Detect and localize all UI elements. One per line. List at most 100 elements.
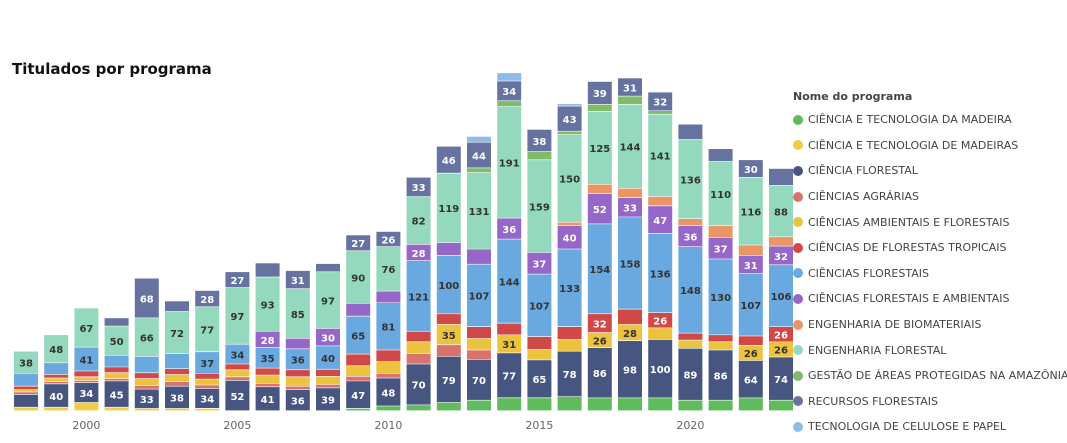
bar-segment-2014-engenharia-florestal[interactable]: [497, 106, 522, 218]
bar-segment-2022-recursos-florestais[interactable]: [738, 160, 763, 177]
bar-segment-2005-ciencias-florestais[interactable]: [225, 344, 250, 364]
bar-segment-1999-ciencia-florestal[interactable]: [44, 384, 69, 407]
bar-segment-2018-ciencia-florestal[interactable]: [618, 341, 642, 398]
bar-segment-2011-ciencias-de-florestas-tropicais[interactable]: [406, 331, 431, 342]
bar-segment-2000-ciencias-florestais[interactable]: [74, 347, 99, 371]
bar-segment-2023-ciencia-e-tecnologia-da-madeira[interactable]: [769, 400, 793, 411]
bar-segment-2006-ciencia-florestal[interactable]: [255, 387, 280, 411]
bar-segment-2011-ciencias-florestais-e-ambientais[interactable]: [406, 244, 431, 261]
bar-segment-2012-recursos-florestais[interactable]: [436, 146, 461, 173]
bar-segment-2011-ciencias-florestais[interactable]: [406, 261, 431, 331]
bar-segment-2001-ciencias-de-florestas-tropicais[interactable]: [104, 367, 129, 373]
legend-item-ciencias-agrarias[interactable]: CIÊNCIAS AGRÁRIAS: [793, 184, 1063, 210]
bar-segment-2015-ciencias-florestais-e-ambientais[interactable]: [527, 252, 552, 274]
bar-segment-2013-ciencia-e-tecnologia-da-madeira[interactable]: [467, 400, 491, 411]
bar-segment-2013-ciencias-florestais-e-ambientais[interactable]: [467, 249, 491, 264]
bar-segment-2016-tecnologia-de-celulose-e-papel[interactable]: [557, 104, 582, 106]
bar-segment-2010-ciencia-e-tecnologia-da-madeira[interactable]: [376, 406, 401, 411]
bar-segment-2020-ciencias-ambientais-e-florestais[interactable]: [678, 340, 703, 348]
bar-segment-2011-recursos-florestais[interactable]: [406, 177, 431, 197]
legend-item-gestao-de-areas-protegidas-na-amazonia[interactable]: GESTÃO DE ÁREAS PROTEGIDAS NA AMAZÔNIA: [793, 363, 1067, 389]
bar-segment-2007-ciencia-florestal[interactable]: [285, 390, 310, 411]
bar-segment-2013-ciencias-florestais[interactable]: [467, 264, 491, 327]
bar-segment-2003-ciencia-e-tecnologia-de-madeiras[interactable]: [165, 408, 189, 411]
bar-segment-2007-engenharia-florestal[interactable]: [285, 289, 310, 338]
bar-segment-2019-ciencia-florestal[interactable]: [648, 339, 673, 398]
bar-segment-2008-ciencia-florestal[interactable]: [316, 388, 340, 411]
bar-segment-2011-ciencia-e-tecnologia-da-madeira[interactable]: [406, 405, 431, 411]
bar-segment-1999-ciencias-de-florestas-tropicais[interactable]: [44, 374, 69, 378]
bar-segment-2018-ciencias-de-florestas-tropicais[interactable]: [618, 309, 642, 325]
bar-segment-2004-ciencias-agrarias[interactable]: [195, 385, 220, 389]
bar-segment-2021-ciencias-florestais[interactable]: [708, 259, 733, 335]
bar-segment-2020-ciencias-florestais[interactable]: [678, 247, 703, 333]
bar-segment-2009-ciencia-e-tecnologia-da-madeira[interactable]: [346, 408, 371, 411]
bar-segment-2000-ciencias-ambientais-e-florestais[interactable]: [74, 377, 99, 381]
bar-segment-2023-ciencias-de-florestas-tropicais[interactable]: [769, 327, 793, 342]
bar-segment-2016-ciencia-e-tecnologia-da-madeira[interactable]: [557, 397, 582, 411]
bar-segment-2008-ciencias-florestais[interactable]: [316, 346, 340, 369]
bar-segment-2010-engenharia-florestal[interactable]: [376, 247, 401, 291]
bar-segment-2002-ciencias-de-florestas-tropicais[interactable]: [134, 373, 159, 379]
bar-segment-2022-ciencias-florestais-e-ambientais[interactable]: [738, 255, 763, 274]
bar-segment-2009-ciencias-agrarias[interactable]: [346, 376, 371, 381]
bar-segment-2012-ciencia-e-tecnologia-da-madeira[interactable]: [436, 402, 461, 411]
bar-segment-2006-ciencias-agrarias[interactable]: [255, 383, 280, 387]
bar-segment-2009-ciencias-ambientais-e-florestais[interactable]: [346, 366, 371, 376]
bar-segment-2012-ciencias-ambientais-e-florestais[interactable]: [436, 324, 461, 345]
bar-segment-2015-ciencias-de-florestas-tropicais[interactable]: [527, 336, 552, 350]
bar-segment-2016-ciencias-ambientais-e-florestais[interactable]: [557, 339, 582, 351]
bar-segment-2015-engenharia-florestal[interactable]: [527, 160, 552, 253]
legend-item-ciencia-e-tecnologia-de-madeiras[interactable]: CIÊNCIA E TECNOLOGIA DE MADEIRAS: [793, 133, 1063, 159]
bar-segment-2013-engenharia-florestal[interactable]: [467, 172, 491, 249]
bar-segment-2019-ciencias-florestais-e-ambientais[interactable]: [648, 206, 673, 233]
bar-segment-2020-engenharia-florestal[interactable]: [678, 139, 703, 219]
bar-segment-2012-engenharia-florestal[interactable]: [436, 173, 461, 243]
bar-segment-1998-ciencia-florestal[interactable]: [14, 394, 38, 407]
bar-segment-2000-engenharia-florestal[interactable]: [74, 308, 99, 347]
bar-segment-2021-engenharia-de-biomateriais[interactable]: [708, 226, 733, 238]
bar-segment-2015-ciencias-ambientais-e-florestais[interactable]: [527, 349, 552, 360]
bar-segment-2022-ciencias-de-florestas-tropicais[interactable]: [738, 336, 763, 345]
bar-segment-2001-recursos-florestais[interactable]: [104, 318, 129, 326]
bar-segment-2004-recursos-florestais[interactable]: [195, 290, 220, 307]
bar-segment-2016-ciencias-florestais[interactable]: [557, 249, 582, 327]
bar-segment-2017-ciencias-florestais[interactable]: [587, 224, 612, 314]
bar-segment-2018-gestao-de-areas-protegidas-na-amazonia[interactable]: [618, 96, 642, 104]
bar-segment-2014-ciencias-ambientais-e-florestais[interactable]: [497, 335, 522, 353]
bar-segment-1998-ciencias-de-florestas-tropicais[interactable]: [14, 386, 38, 390]
bar-segment-2001-ciencias-florestais[interactable]: [104, 355, 129, 367]
bar-segment-2002-ciencias-florestais[interactable]: [134, 356, 159, 373]
legend-item-ciencias-ambientais-e-florestais[interactable]: CIÊNCIAS AMBIENTAIS E FLORESTAIS: [793, 209, 1063, 235]
bar-segment-2009-ciencias-florestais[interactable]: [346, 316, 371, 354]
bar-segment-2012-ciencias-agrarias[interactable]: [436, 345, 461, 357]
bar-segment-2002-engenharia-florestal[interactable]: [134, 318, 159, 357]
bar-segment-2014-ciencias-florestais-e-ambientais[interactable]: [497, 218, 522, 239]
bar-segment-2019-ciencias-ambientais-e-florestais[interactable]: [648, 328, 673, 340]
bar-segment-2009-recursos-florestais[interactable]: [346, 235, 371, 251]
bar-segment-2016-gestao-de-areas-protegidas-na-amazonia[interactable]: [557, 131, 582, 135]
bar-segment-2002-ciencia-florestal[interactable]: [134, 389, 159, 409]
bar-segment-2014-ciencias-florestais[interactable]: [497, 239, 522, 323]
bar-segment-2005-recursos-florestais[interactable]: [225, 272, 250, 288]
bar-segment-2020-ciencias-de-florestas-tropicais[interactable]: [678, 333, 703, 340]
bar-segment-1998-ciencias-florestais[interactable]: [14, 373, 38, 386]
bar-segment-2008-ciencias-florestais-e-ambientais[interactable]: [316, 328, 340, 346]
bar-segment-2017-ciencias-de-florestas-tropicais[interactable]: [587, 314, 612, 333]
bar-segment-2007-ciencias-florestais[interactable]: [285, 349, 310, 370]
bar-segment-2013-gestao-de-areas-protegidas-na-amazonia[interactable]: [467, 168, 491, 173]
bar-segment-2013-recursos-florestais[interactable]: [467, 142, 491, 168]
bar-segment-2004-ciencia-e-tecnologia-de-madeiras[interactable]: [195, 408, 220, 411]
bar-segment-2022-ciencias-ambientais-e-florestais[interactable]: [738, 345, 763, 361]
bar-segment-2000-ciencia-florestal[interactable]: [74, 383, 99, 403]
bar-segment-2012-ciencia-florestal[interactable]: [436, 356, 461, 403]
bar-segment-2014-gestao-de-areas-protegidas-na-amazonia[interactable]: [497, 101, 522, 107]
bar-segment-1999-ciencia-e-tecnologia-de-madeiras[interactable]: [44, 407, 69, 411]
bar-segment-2021-ciencia-florestal[interactable]: [708, 350, 733, 400]
bar-segment-2004-engenharia-florestal[interactable]: [195, 307, 220, 352]
bar-segment-2016-engenharia-de-biomateriais[interactable]: [557, 222, 582, 226]
bar-segment-2003-ciencias-ambientais-e-florestais[interactable]: [165, 374, 189, 382]
bar-segment-2001-engenharia-florestal[interactable]: [104, 326, 129, 355]
bar-segment-2017-engenharia-florestal[interactable]: [587, 111, 612, 184]
bar-segment-2008-ciencias-agrarias[interactable]: [316, 384, 340, 388]
